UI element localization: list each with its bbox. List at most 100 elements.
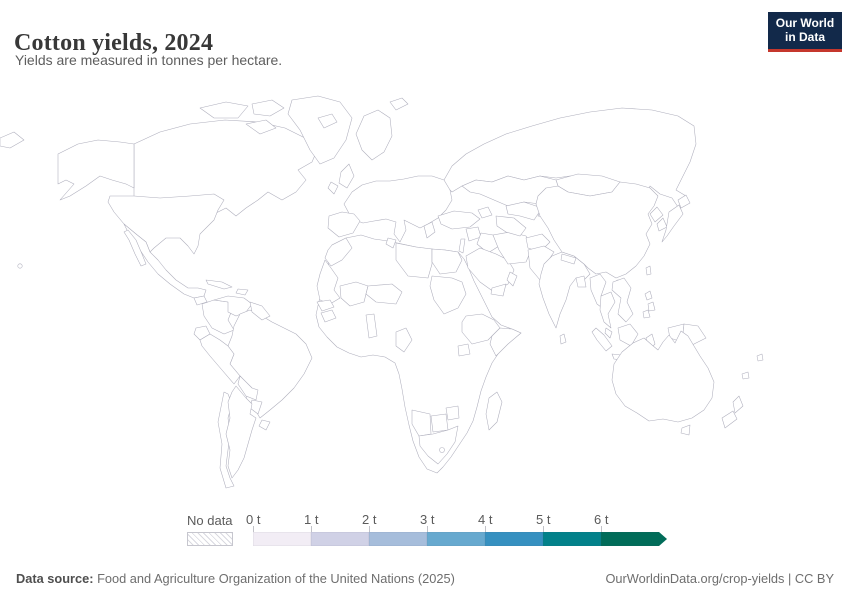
country-philippines-2[interactable] [647,301,656,312]
country-mauritania[interactable] [316,259,341,305]
country-europe-mainland[interactable] [343,175,453,243]
country-malaysia[interactable] [604,327,613,339]
chart-subtitle: Yields are measured in tonnes per hectar… [15,52,283,68]
country-baja-california[interactable] [123,229,147,267]
country-japan-hokkaido[interactable] [677,194,691,209]
country-alaska[interactable] [57,139,135,201]
legend-tick-label: 3 t [420,512,435,527]
country-uganda[interactable] [457,343,471,357]
country-morocco[interactable] [324,237,353,267]
legend-segment-6+[interactable] [601,532,667,546]
country-philippines-1[interactable] [644,290,653,301]
country-tasmania[interactable] [680,424,691,436]
country-taiwan[interactable] [645,265,652,276]
country-borneo[interactable] [617,323,639,347]
country-north-korea[interactable] [649,206,664,223]
owid-logo-line1: Our World [775,16,835,30]
legend-tick-label: 2 t [362,512,377,527]
map-legend: No data 0 t 1 t 2 t 3 t 4 t 5 t 6 t [187,512,673,546]
country-iraq[interactable] [476,232,500,254]
legend-segment-34[interactable] [427,532,485,546]
country-peru[interactable] [199,333,241,385]
country-botswana[interactable] [430,413,449,433]
country-spain[interactable] [327,211,361,238]
country-uruguay[interactable] [258,419,271,431]
country-hawaii[interactable] [17,263,23,269]
country-philippines-3[interactable] [642,309,651,319]
country-scandinavia[interactable] [355,109,393,161]
country-china[interactable] [535,181,659,279]
country-canada-arctic-1[interactable] [199,101,249,119]
country-greece[interactable] [423,221,436,239]
country-niger[interactable] [365,283,403,305]
legend-tick-mark [369,526,370,532]
country-united-kingdom[interactable] [338,163,355,189]
country-israel[interactable] [458,238,466,254]
country-tunisia[interactable] [385,237,397,249]
country-new-zealand-south[interactable] [721,410,738,429]
no-data-label: No data [187,513,233,528]
country-new-zealand-north[interactable] [732,395,744,414]
country-svalbard[interactable] [389,97,409,111]
legend-no-data[interactable]: No data [187,513,233,546]
country-zimbabwe[interactable] [445,405,460,421]
country-ireland[interactable] [327,181,339,195]
country-madagascar[interactable] [485,391,503,431]
country-sudan[interactable] [429,275,467,315]
country-fiji[interactable] [756,353,764,362]
country-sumatra[interactable] [591,327,613,352]
country-uzbekistan[interactable] [505,201,543,221]
country-lesotho[interactable] [439,447,445,453]
legend-segment-56[interactable] [543,532,601,546]
country-japan-honshu[interactable] [661,204,684,243]
country-cameroon[interactable] [395,327,413,353]
country-south-korea[interactable] [656,217,668,232]
legend-tick-mark [427,526,428,532]
country-nepal[interactable] [560,253,577,265]
legend-segment-45[interactable] [485,532,543,546]
country-senegal[interactable] [316,299,335,312]
country-oman[interactable] [506,271,518,287]
legend-segment-01[interactable] [253,532,311,546]
legend-segment-23[interactable] [369,532,427,546]
country-libya[interactable] [395,242,433,279]
country-cuba[interactable] [205,279,233,290]
country-canada-arctic-2[interactable] [251,99,285,117]
country-mexico[interactable] [123,223,207,299]
data-source-text: Food and Agriculture Organization of the… [93,571,455,586]
country-russia-west-fragment[interactable] [0,131,25,149]
country-azerbaijan[interactable] [477,206,493,219]
country-bolivia[interactable] [237,375,259,401]
country-guinea[interactable] [320,309,337,323]
owid-logo[interactable]: Our World in Data [768,12,842,52]
country-argentina[interactable] [225,385,257,479]
country-usa[interactable] [107,193,225,255]
country-india[interactable] [538,251,591,329]
country-thailand[interactable] [599,291,616,329]
data-source-label: Data source: [16,571,94,586]
footer-link[interactable]: OurWorldinData.org/crop-yields | CC BY [605,571,834,586]
country-guyanas[interactable] [249,301,271,321]
country-mali[interactable] [339,281,369,307]
country-iceland[interactable] [317,113,338,129]
no-data-swatch[interactable] [187,532,233,546]
country-hispaniola[interactable] [235,288,249,296]
legend-segment-12[interactable] [311,532,369,546]
country-turkey[interactable] [437,210,481,230]
country-turkmenistan[interactable] [495,215,527,237]
country-ethiopia[interactable] [461,313,501,345]
country-vietnam[interactable] [611,277,634,323]
country-bangladesh[interactable] [575,275,587,288]
country-australia[interactable] [611,330,715,423]
country-south-africa[interactable] [418,425,459,465]
chart-footer: Data source: Food and Agriculture Organi… [16,571,834,586]
country-egypt[interactable] [431,248,463,275]
country-sri-lanka[interactable] [559,333,567,345]
country-somalia[interactable] [489,327,522,357]
country-canada-arctic-3[interactable] [245,119,277,135]
country-yemen[interactable] [490,283,507,297]
page-title: Cotton yields, 2024 [14,30,214,57]
country-new-caledonia[interactable] [741,371,750,380]
country-benin[interactable] [365,313,378,339]
country-greenland[interactable] [287,95,353,165]
